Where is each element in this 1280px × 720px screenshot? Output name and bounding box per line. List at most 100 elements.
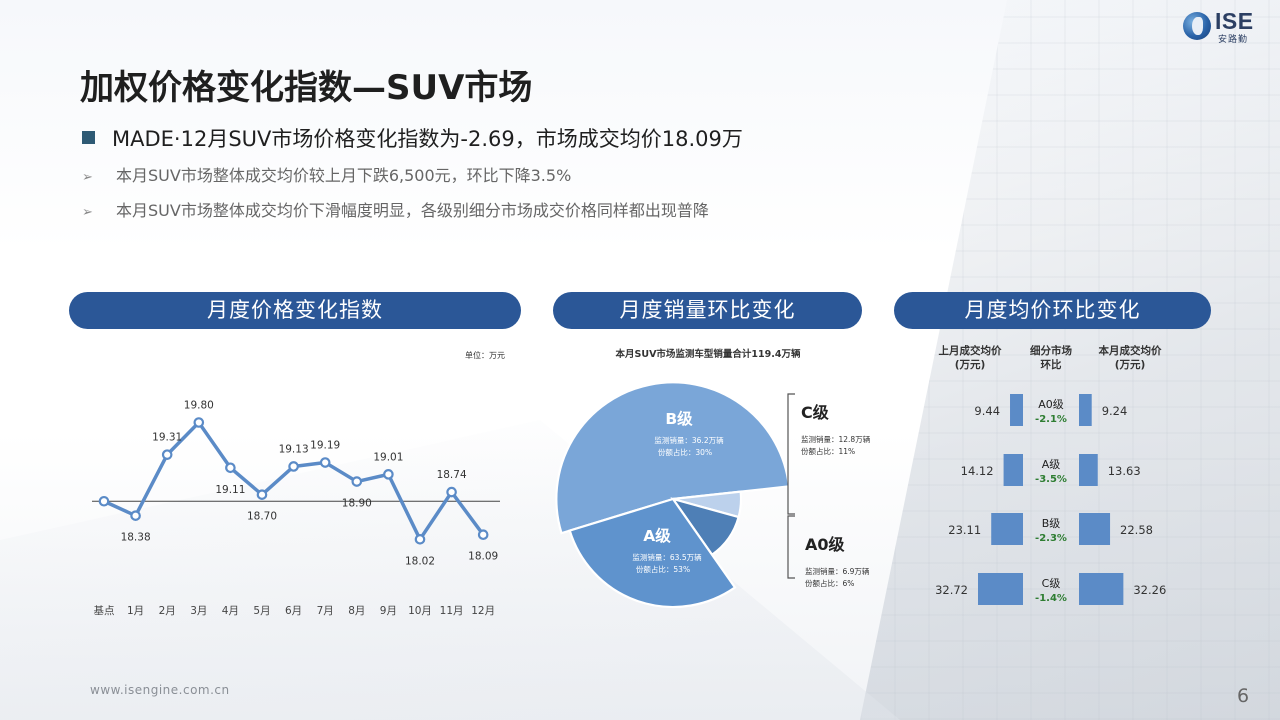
- data-point: [319, 457, 331, 468]
- panel-header-price-index: 月度价格变化指数: [69, 292, 521, 329]
- unit-label: 单位：万元: [465, 350, 505, 360]
- prev-price-label: 9.44: [974, 404, 1000, 418]
- curr-price-bar: [1079, 454, 1098, 486]
- column-header: (万元): [1115, 359, 1146, 371]
- data-label: 18.09: [468, 551, 498, 563]
- data-point: [130, 510, 141, 521]
- change-label: -3.5%: [1035, 474, 1067, 485]
- data-point: [288, 461, 299, 472]
- price-index-line-chart: 单位：万元 基点 18.38 1月 19.31 2月 19.80 3月 19.11 4月 18.7…: [92, 350, 505, 617]
- data-label: 18.70: [247, 511, 277, 523]
- column-header: (万元): [955, 359, 986, 371]
- slice-label: A0级: [805, 535, 846, 554]
- a0-bracket: [787, 515, 795, 579]
- panel-header-sales-change: 月度销量环比变化: [553, 292, 862, 329]
- data-point: [256, 489, 268, 500]
- data-label: 18.74: [437, 469, 467, 481]
- data-point: [161, 449, 173, 460]
- slice-share-label: 份额占比：30%: [658, 447, 712, 457]
- slice-sales-label: 监测销量：6.9万辆: [805, 566, 870, 576]
- data-label: 19.01: [373, 451, 403, 463]
- curr-price-label: 13.63: [1108, 464, 1141, 478]
- data-label: 18.90: [342, 498, 372, 510]
- curr-price-label: 32.26: [1133, 583, 1166, 597]
- data-label: 19.13: [279, 443, 309, 455]
- column-header: 本月成交均价: [1099, 344, 1162, 357]
- square-bullet-icon: [82, 131, 95, 144]
- x-tick-label: 5月: [253, 605, 270, 617]
- curr-price-label: 22.58: [1120, 523, 1153, 537]
- prev-price-label: 14.12: [961, 464, 994, 478]
- x-tick-label: 基点: [94, 604, 115, 617]
- logo-globe-icon: [1183, 12, 1211, 40]
- data-label: 18.38: [121, 532, 151, 544]
- x-tick-label: 11月: [440, 605, 464, 617]
- curr-price-label: 9.24: [1102, 404, 1128, 418]
- change-label: -1.4%: [1035, 593, 1067, 604]
- curr-price-bar: [1079, 394, 1092, 426]
- x-tick-label: 10月: [408, 605, 432, 617]
- data-label: 19.11: [215, 484, 245, 496]
- main-bullet-text: MADE·12月SUV市场价格变化指数为-2.69，市场成交均价18.09万: [112, 127, 743, 151]
- panel-header-avg-price-change: 月度均价环比变化: [894, 292, 1211, 329]
- page-title: 加权价格变化指数—SUV市场: [80, 68, 533, 108]
- c-bracket: [787, 393, 795, 515]
- slice-sales-label: 监测销量：12.8万辆: [801, 434, 871, 444]
- logo-text: ISE: [1215, 8, 1254, 34]
- data-point: [477, 529, 489, 541]
- data-label: 19.80: [184, 400, 214, 412]
- pie-title: 本月SUV市场监测车型销量合计119.4万辆: [616, 348, 801, 360]
- sales-pie-chart: 本月SUV市场监测车型销量合计119.4万辆 A级监测销量：63.5万辆份额占比…: [555, 348, 871, 609]
- slice-label: B级: [665, 409, 693, 428]
- sub-bullet-2-text: 本月SUV市场整体成交均价下滑幅度明显，各级别细分市场成交价格同样都出现普降: [116, 201, 709, 220]
- footer-url: www.isengine.com.cn: [90, 683, 230, 697]
- company-logo: ISE 安路勤: [1183, 8, 1257, 45]
- data-point: [414, 534, 426, 545]
- arrow-bullet-icon: ➢: [82, 205, 93, 220]
- arrow-bullet-icon: ➢: [82, 170, 93, 185]
- pie-slice: [568, 497, 737, 609]
- column-header: 细分市场: [1030, 344, 1072, 357]
- column-header: 上月成交均价: [939, 344, 1002, 357]
- x-tick-label: 9月: [380, 605, 397, 617]
- prev-price-bar: [1010, 394, 1023, 426]
- prev-price-bar: [991, 513, 1023, 545]
- data-point: [383, 469, 394, 480]
- data-label: 18.02: [405, 555, 435, 567]
- x-tick-label: 4月: [222, 605, 239, 617]
- data-label: 19.19: [310, 440, 340, 452]
- slice-share-label: 份额占比：11%: [801, 446, 855, 456]
- sub-bullet-1: ➢ 本月SUV市场整体成交均价较上月下跌6,500元，环比下降3.5%: [82, 162, 571, 186]
- curr-price-bar: [1079, 573, 1124, 605]
- segment-label: A0级: [1038, 398, 1064, 411]
- data-point: [193, 417, 205, 428]
- slice-sales-label: 监测销量：36.2万辆: [654, 435, 724, 445]
- logo-cn-text: 安路勤: [1218, 35, 1249, 45]
- data-point: [446, 486, 457, 498]
- page-number: 6: [1237, 685, 1250, 707]
- segment-label: C级: [1042, 577, 1061, 590]
- sub-bullet-2: ➢ 本月SUV市场整体成交均价下滑幅度明显，各级别细分市场成交价格同样都出现普降: [82, 197, 709, 221]
- segment-label: B级: [1042, 517, 1061, 530]
- x-tick-label: 3月: [190, 605, 207, 617]
- x-tick-label: 2月: [159, 605, 176, 617]
- slice-label: A级: [643, 526, 671, 545]
- prev-price-label: 32.72: [935, 583, 968, 597]
- prev-price-bar: [1003, 454, 1023, 486]
- x-tick-label: 8月: [348, 605, 365, 617]
- slice-share-label: 份额占比：6%: [805, 578, 854, 588]
- data-point: [351, 476, 363, 487]
- sub-bullet-1-text: 本月SUV市场整体成交均价较上月下跌6,500元，环比下降3.5%: [116, 166, 572, 185]
- segment-label: A级: [1042, 458, 1061, 471]
- curr-price-bar: [1079, 513, 1111, 545]
- x-tick-label: 7月: [317, 605, 334, 617]
- change-label: -2.1%: [1035, 414, 1067, 425]
- x-tick-label: 6月: [285, 605, 302, 617]
- main-bullet: MADE·12月SUV市场价格变化指数为-2.69，市场成交均价18.09万: [82, 123, 743, 153]
- column-header: 环比: [1041, 358, 1063, 371]
- x-tick-label: 1月: [127, 605, 144, 617]
- slice-label: C级: [801, 403, 830, 422]
- data-label: 19.31: [152, 432, 182, 444]
- slice-sales-label: 监测销量：63.5万辆: [632, 552, 702, 562]
